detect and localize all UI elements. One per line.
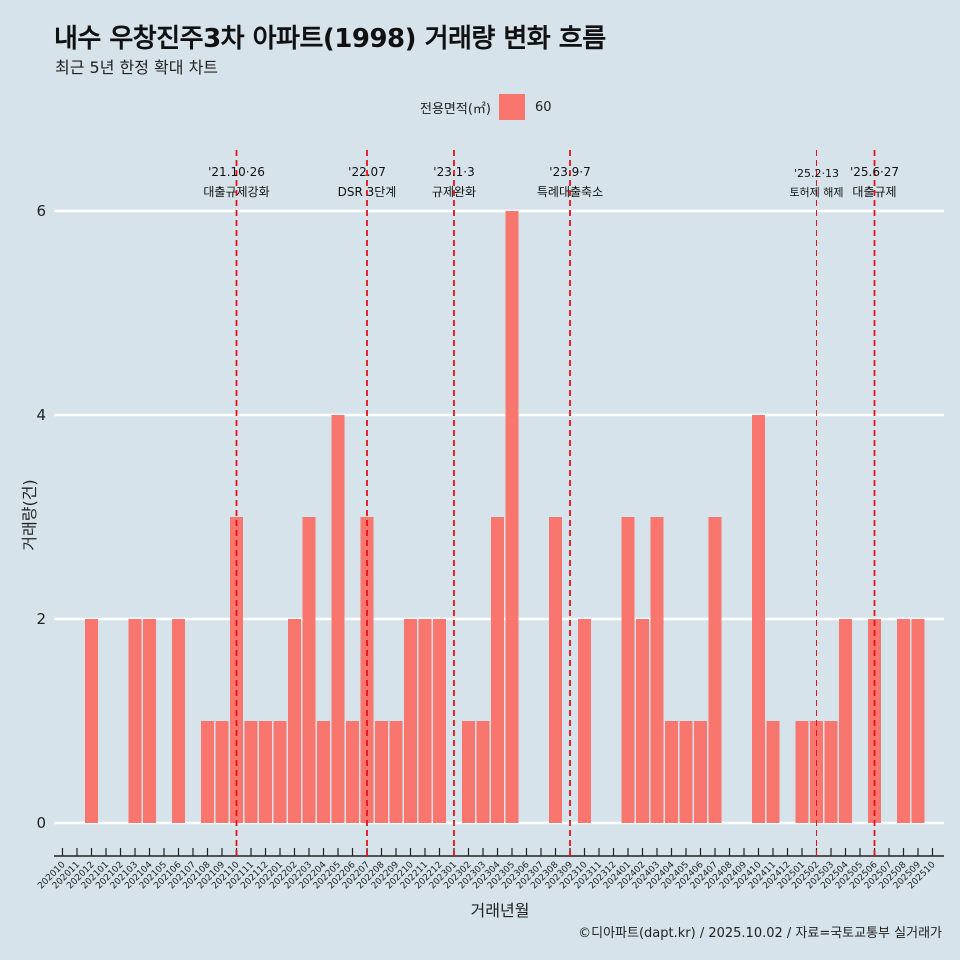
bar-202201	[273, 721, 287, 823]
bar-202211	[418, 619, 432, 823]
bar-202402	[636, 619, 649, 823]
event-date-label: '23.1·3	[433, 165, 474, 179]
event-date-label: '21.10·26	[208, 165, 265, 179]
bar-202503	[824, 721, 838, 823]
bar-202310	[578, 619, 591, 823]
bar-202308	[549, 517, 562, 823]
bar-202208	[375, 721, 388, 823]
event-date-label: '25.6·27	[850, 165, 899, 179]
source-caption: ©디아파트(dapt.kr) / 2025.10.02 / 자료=국토교통부 실…	[578, 926, 942, 941]
bar-202401	[621, 517, 635, 823]
bar-202210	[404, 619, 417, 823]
bar-202404	[665, 721, 678, 823]
bar-202305	[505, 211, 519, 823]
bar-202411	[766, 721, 780, 823]
bar-202209	[389, 721, 403, 823]
y-axis-label: 거래량(건)	[20, 479, 39, 551]
y-tick-label: 2	[36, 610, 46, 628]
y-tick-label: 6	[36, 202, 46, 220]
event-description-label: 대출규제	[852, 185, 896, 199]
bar-202106	[172, 619, 185, 823]
bar-202103	[128, 619, 142, 823]
event-date-label: '22.07	[348, 165, 386, 179]
bar-202203	[302, 517, 316, 823]
event-description-label: 토허제 해제	[789, 185, 843, 199]
bar-202504	[839, 619, 852, 823]
legend: 전용면적(㎡) 60	[420, 94, 552, 120]
bar-202109	[215, 721, 229, 823]
y-tick-label: 0	[36, 814, 46, 832]
bar-202212	[433, 619, 446, 823]
event-date-label: '25.2·13	[794, 167, 839, 180]
bar-202104	[143, 619, 156, 823]
bar-202012	[85, 619, 98, 823]
chart-title: 내수 우창진주3차 아파트(1998) 거래량 변화 흐름	[54, 24, 606, 54]
bar-202304	[491, 517, 504, 823]
bar-202303	[476, 721, 490, 823]
bar-202403	[650, 517, 664, 823]
x-axis-label-wrap: 거래년월	[0, 897, 960, 921]
event-description-label: 대출규제강화	[203, 185, 269, 199]
bar-202410	[752, 415, 765, 823]
bar-202407	[708, 517, 722, 823]
bar-202111	[244, 721, 258, 823]
bar-202204	[317, 721, 330, 823]
bar-202206	[346, 721, 359, 823]
x-axis-label: 거래년월	[470, 901, 530, 920]
bar-202202	[288, 619, 301, 823]
bar-202406	[694, 721, 707, 823]
bar-202405	[679, 721, 693, 823]
bar-202205	[331, 415, 345, 823]
legend-item-label: 60	[534, 99, 552, 115]
bar-202112	[259, 721, 272, 823]
bar-202501	[795, 721, 809, 823]
bar-202509	[911, 619, 925, 823]
legend-swatch	[498, 94, 525, 120]
bar-202108	[201, 721, 214, 823]
bar-202302	[462, 721, 475, 823]
event-description-label: 특례대출축소	[537, 185, 603, 199]
bar-202508	[897, 619, 910, 823]
legend-title: 전용면적(㎡)	[420, 101, 491, 117]
y-tick-label: 4	[36, 406, 46, 424]
chart-subtitle: 최근 5년 한정 확대 차트	[55, 58, 219, 77]
event-date-label: '23.9·7	[549, 165, 590, 179]
event-description-label: DSR 3단계	[338, 185, 397, 199]
event-description-label: 규제완화	[432, 185, 476, 199]
